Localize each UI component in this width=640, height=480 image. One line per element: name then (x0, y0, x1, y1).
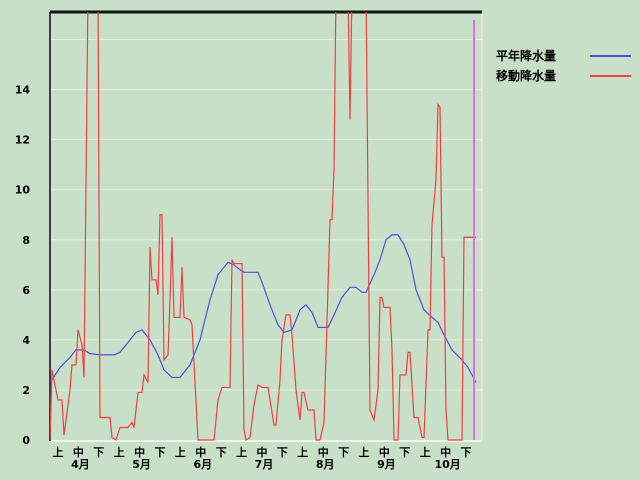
legend-label-normal: 平年降水量 (496, 48, 556, 63)
legend: 平年降水量 移動降水量 (496, 48, 631, 83)
x-tick-dekad: 下 (93, 446, 104, 459)
y-tick-label: 12 (15, 134, 30, 147)
x-tick-dekad: 上 (420, 445, 431, 459)
x-tick-dekad: 下 (338, 446, 349, 459)
x-tick-month: 7月 (255, 458, 274, 471)
x-tick-dekad: 上 (236, 445, 247, 459)
x-tick-dekad: 下 (155, 446, 166, 459)
x-tick-month: 6月 (193, 458, 212, 471)
x-tick-month: 8月 (316, 458, 335, 471)
x-tick-dekad: 上 (297, 445, 308, 459)
x-tick-dekad: 中 (257, 445, 268, 459)
y-tick-label: 14 (15, 84, 31, 97)
x-tick-dekad: 上 (175, 445, 186, 459)
x-tick-dekad: 下 (277, 446, 288, 459)
x-tick-dekad: 下 (399, 446, 410, 459)
y-tick-label: 10 (15, 184, 31, 197)
x-tick-month: 4月 (71, 458, 90, 471)
x-tick-dekad: 中 (379, 445, 390, 459)
y-tick-label: 0 (22, 434, 30, 447)
gridlines (50, 39, 482, 391)
x-tick-dekad: 上 (359, 445, 370, 459)
series-group (50, 12, 477, 441)
y-tick-label: 4 (22, 334, 30, 347)
y-tick-label: 2 (22, 384, 30, 397)
x-tick-month: 9月 (377, 458, 396, 471)
x-tick-dekad: 上 (53, 445, 64, 459)
series-line-moving (50, 12, 476, 441)
x-tick-dekad: 下 (461, 446, 472, 459)
x-tick-dekad: 中 (73, 445, 84, 459)
x-tick-month: 10月 (434, 458, 460, 471)
y-axis-ticks: 0 2 4 6 8 10 12 14 (15, 84, 31, 447)
x-tick-dekad: 中 (440, 445, 451, 459)
series-line-normal (51, 234, 477, 383)
y-tick-label: 6 (22, 284, 30, 297)
x-axis-ticks: 上中4月下上中5月下上中6月下上中7月下上中8月下上中9月下上中10月下 (53, 445, 472, 471)
x-tick-dekad: 中 (195, 445, 206, 459)
legend-label-moving: 移動降水量 (496, 68, 556, 83)
y-tick-label: 8 (22, 234, 30, 247)
x-tick-dekad: 下 (216, 446, 227, 459)
x-tick-dekad: 上 (114, 445, 125, 459)
x-tick-dekad: 中 (318, 445, 329, 459)
x-tick-dekad: 中 (134, 445, 145, 459)
x-tick-month: 5月 (132, 458, 151, 471)
